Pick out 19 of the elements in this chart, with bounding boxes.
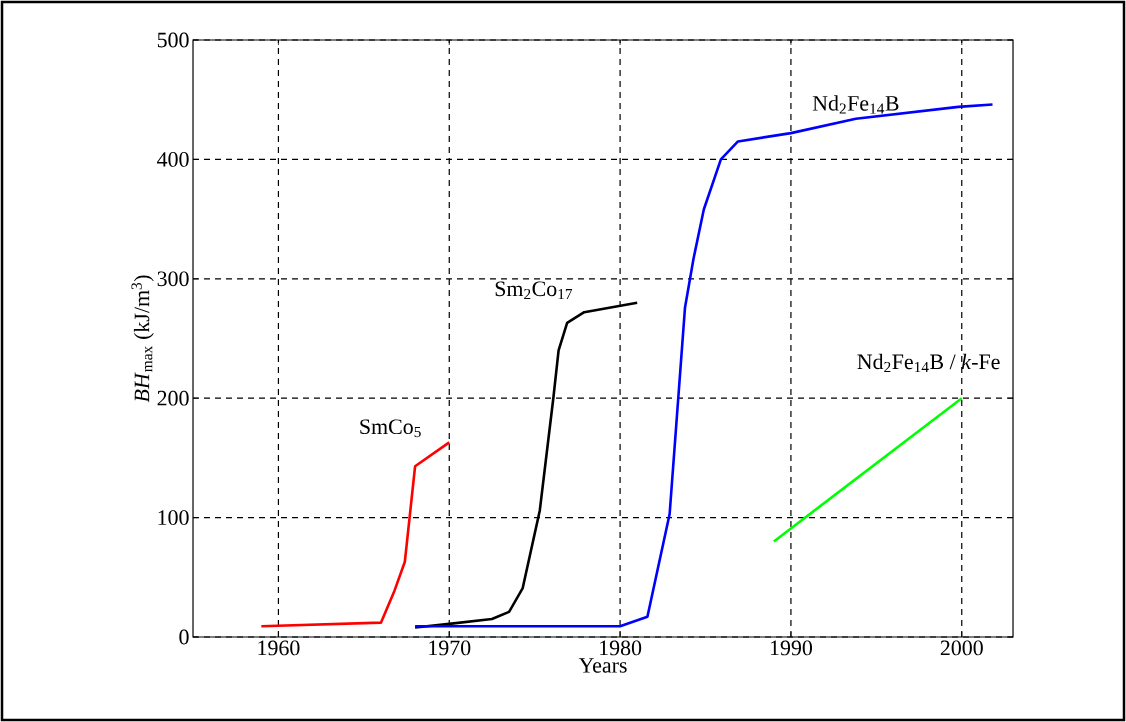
y-tick-label: 300 xyxy=(157,271,189,287)
series-label: Sm$_{2}$Co$_{17}$ xyxy=(495,281,573,300)
y-tick-label: 200 xyxy=(157,390,189,406)
x-tick-label: 1960 xyxy=(258,640,300,656)
line-series xyxy=(413,301,639,629)
text: Nd$_{2}$Fe$_{14}$B / k-Fe xyxy=(857,353,1000,373)
y-axis-title: BH$_{max}$ (kJ/m$^{3}$) xyxy=(131,275,154,403)
y-tick-label: 100 xyxy=(158,510,189,525)
series-label: Nd$_{2}$Fe$_{14}$B xyxy=(812,95,899,114)
x-tick-label: 1970 xyxy=(429,640,471,656)
y-tick-label: 0 xyxy=(179,629,189,645)
x-tick-label: 1980 xyxy=(600,640,642,656)
x-axis-title: Years xyxy=(578,658,627,673)
series-label: SmCo$_{5}$ xyxy=(360,419,421,438)
y-tick-label: 400 xyxy=(157,151,189,167)
line-series xyxy=(260,441,451,628)
x-tick-label: 1990 xyxy=(770,640,813,656)
y-tick-label: 500 xyxy=(157,32,189,48)
x-tick-label: 2000 xyxy=(940,640,983,656)
